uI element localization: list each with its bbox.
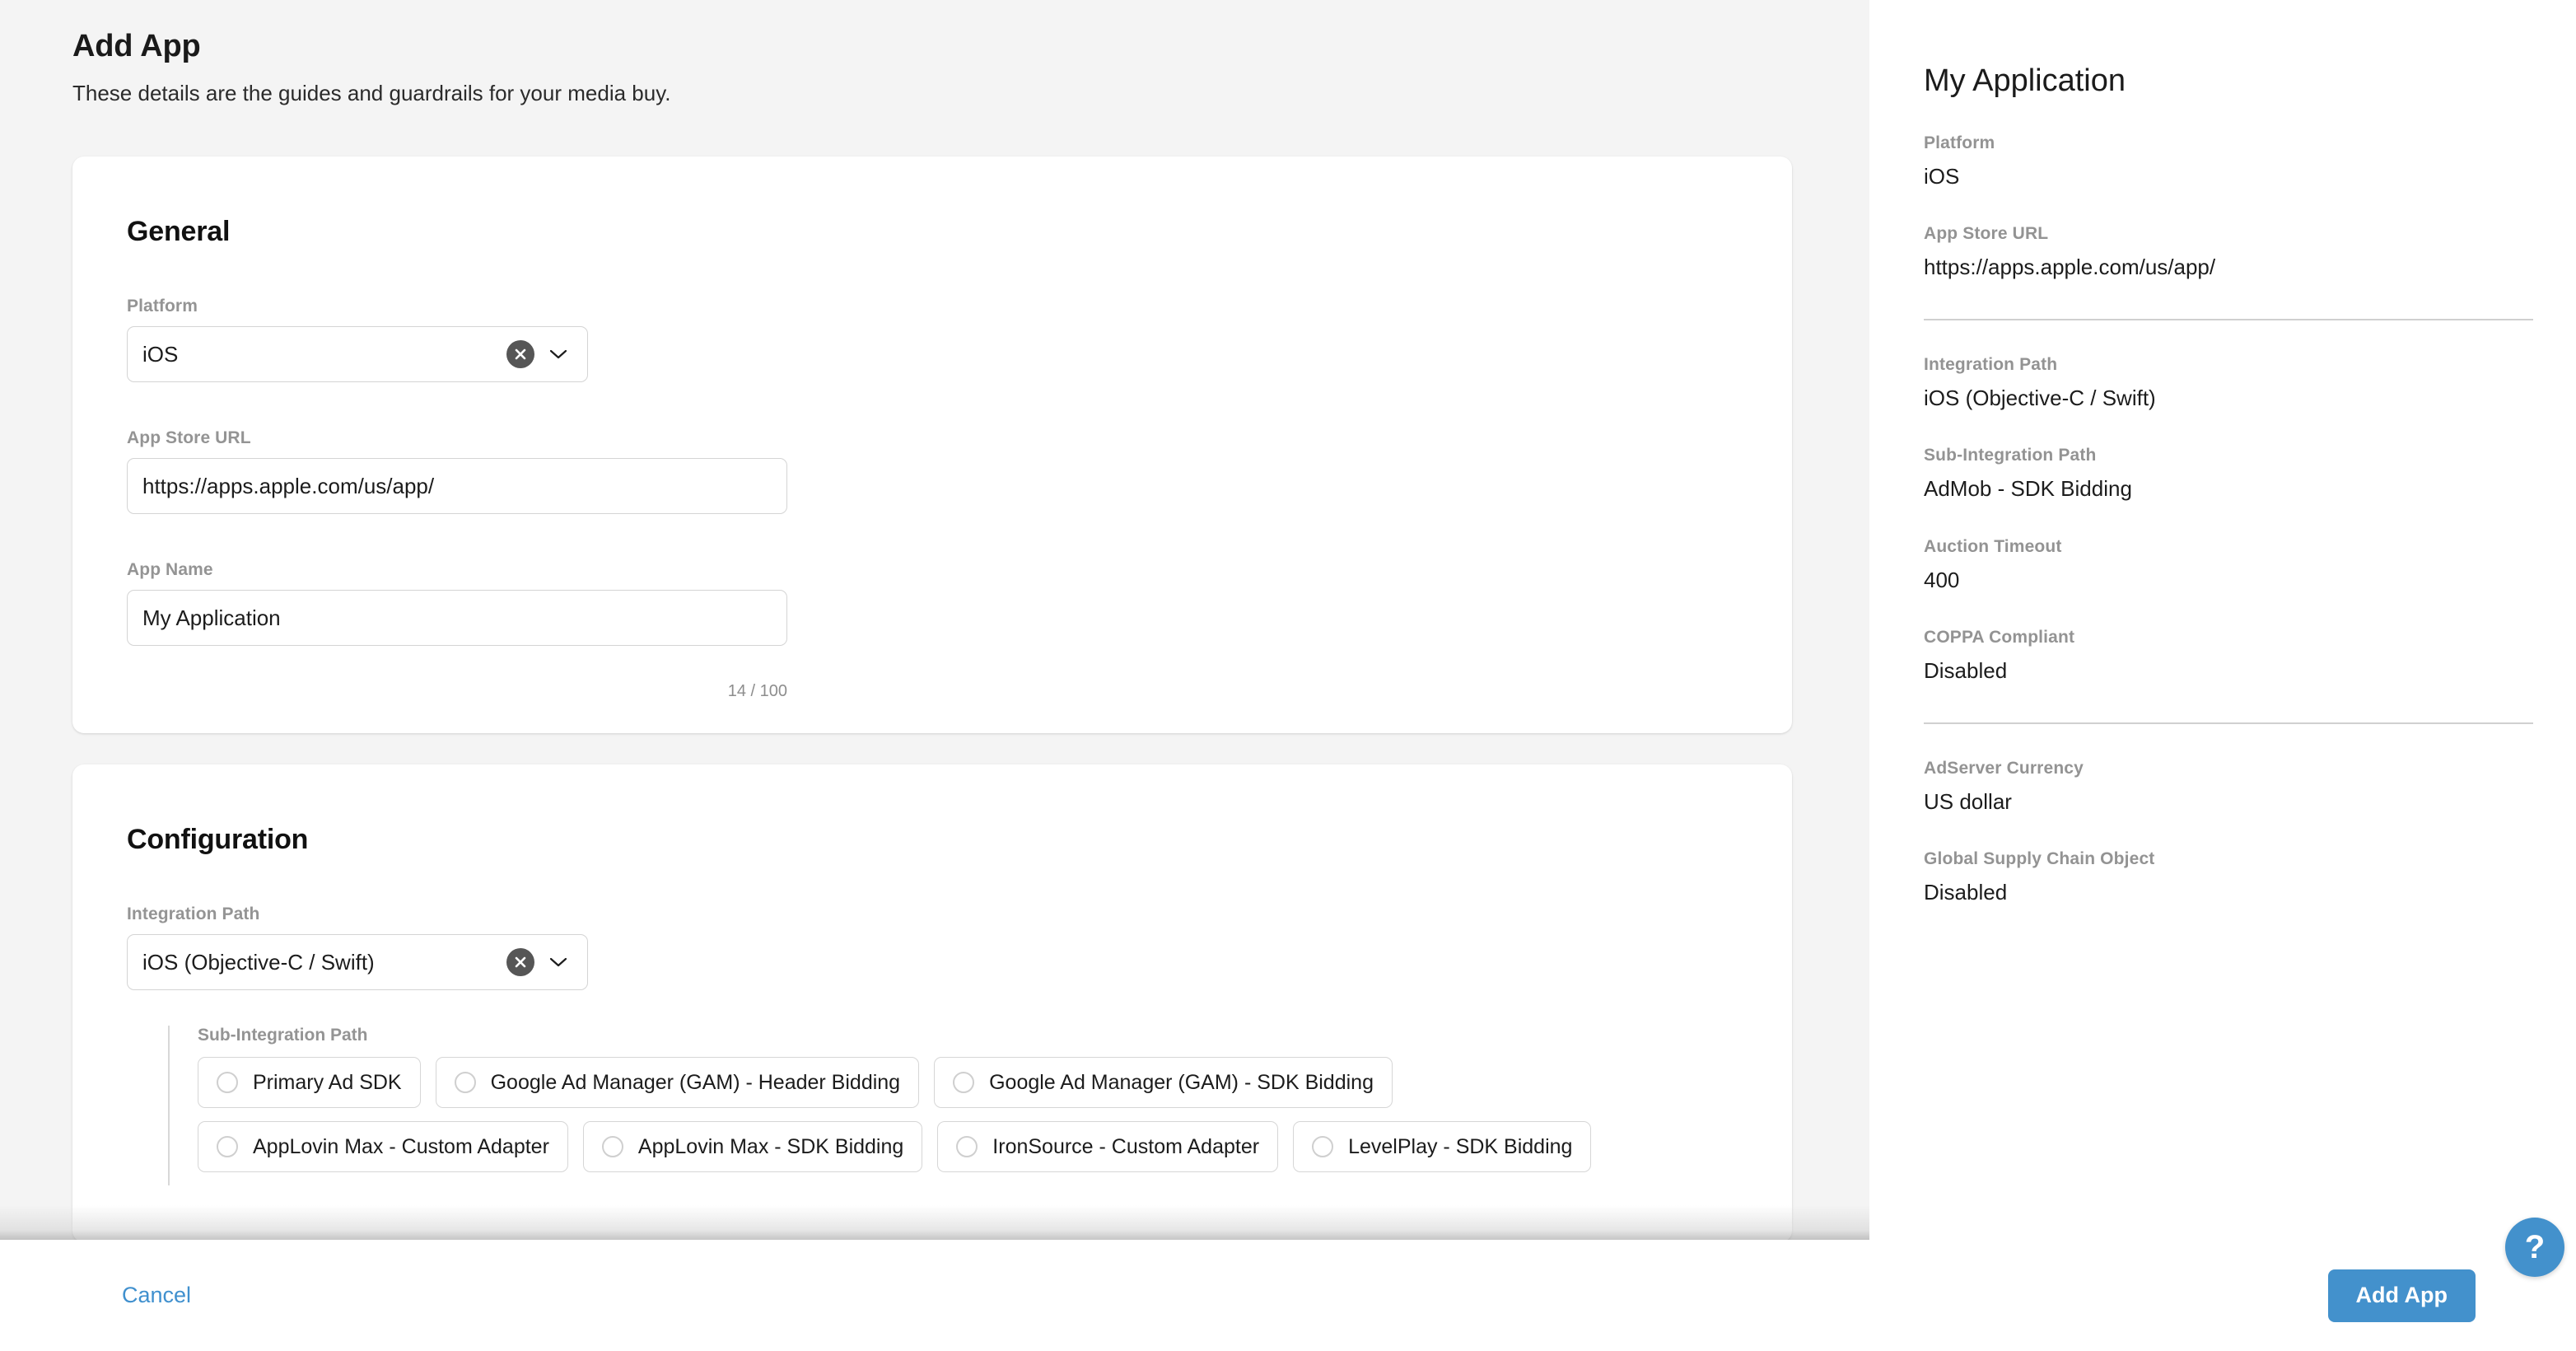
sub-integration-option-label: Google Ad Manager (GAM) - SDK Bidding — [989, 1070, 1374, 1094]
summary-item-value: iOS — [1924, 163, 1960, 189]
summary-item: Sub-Integration Path AdMob - SDK Bidding — [1924, 446, 2533, 503]
app-name-char-counter: 14 / 100 — [727, 682, 787, 700]
clear-circle-icon[interactable] — [506, 948, 534, 976]
summary-item: Auction Timeout 400 — [1924, 537, 2533, 594]
sub-integration-path-label: Sub-Integration Path — [198, 1026, 368, 1045]
radio-option-row: Primary Ad SDK Google Ad Manager (GAM) - … — [198, 1057, 1700, 1108]
radio-button-icon[interactable] — [454, 1072, 476, 1093]
radio-button-icon[interactable] — [1312, 1136, 1334, 1157]
app-name-input[interactable]: My Application — [127, 590, 787, 646]
general-card: General Platform iOS — [72, 157, 1792, 733]
app-store-url-label: App Store URL — [127, 428, 251, 447]
summary-item-value: 400 — [1924, 567, 1960, 592]
integration-path-value: iOS (Objective-C / Swift) — [142, 949, 375, 975]
sub-integration-option-label: AppLovin Max - SDK Bidding — [637, 1134, 904, 1158]
sub-integration-path-options: Primary Ad SDK Google Ad Manager (GAM) - … — [198, 1057, 1700, 1172]
question-mark-icon: ? — [2524, 1229, 2546, 1265]
integration-path-select[interactable]: iOS (Objective-C / Swift) — [127, 934, 588, 990]
summary-item-value: iOS (Objective-C / Swift) — [1924, 385, 2156, 410]
platform-label: Platform — [127, 297, 198, 316]
sub-integration-option-label: IronSource - Custom Adapter — [992, 1134, 1260, 1158]
sub-integration-option[interactable]: AppLovin Max - Custom Adapter — [198, 1121, 568, 1172]
sub-integration-option-label: LevelPlay - SDK Bidding — [1348, 1134, 1573, 1158]
app-store-url-input[interactable]: https://apps.apple.com/us/app/ — [127, 458, 787, 514]
sub-integration-option-label: AppLovin Max - Custom Adapter — [253, 1134, 549, 1158]
summary-item-label: AdServer Currency — [1924, 758, 2084, 778]
app-name-value: My Application — [142, 605, 281, 630]
general-section-title: General — [127, 216, 231, 247]
summary-item-label: Global Supply Chain Object — [1924, 849, 2155, 869]
scrollable-content-region[interactable]: Add App These details are the guides and… — [0, 0, 2576, 1240]
platform-value: iOS — [142, 341, 179, 367]
summary-item-label: Platform — [1924, 133, 1995, 152]
sub-integration-option[interactable]: Google Ad Manager (GAM) - Header Bidding — [435, 1057, 920, 1108]
summary-item-value: Disabled — [1924, 880, 2008, 905]
app-store-url-field: App Store URL https://apps.apple.com/us/… — [127, 428, 787, 514]
page-header: Add App These details are the guides and… — [72, 29, 671, 106]
radio-button-icon[interactable] — [217, 1072, 238, 1093]
page-subtitle: These details are the guides and guardra… — [72, 80, 671, 105]
summary-item-label: App Store URL — [1924, 224, 2049, 244]
chevron-down-icon[interactable] — [546, 342, 571, 367]
summary-item-value: US dollar — [1924, 788, 2012, 814]
add-app-button[interactable]: Add App — [2327, 1269, 2476, 1322]
summary-item-list: Platform iOS App Store URL https://apps.app… — [1924, 133, 2533, 906]
summary-item-value: https://apps.apple.com/us/app/ — [1924, 255, 2216, 280]
sub-integration-option-label: Primary Ad SDK — [253, 1070, 402, 1094]
radio-option-row: AppLovin Max - Custom Adapter AppLovin Ma… — [198, 1121, 1700, 1172]
summary-title: My Application — [1924, 63, 2126, 98]
platform-field: Platform iOS — [127, 297, 588, 382]
summary-item: Platform iOS — [1924, 133, 2533, 190]
sub-integration-option[interactable]: IronSource - Custom Adapter — [937, 1121, 1279, 1172]
summary-item-label: Sub-Integration Path — [1924, 446, 2097, 465]
summary-item-label: COPPA Compliant — [1924, 628, 2075, 647]
summary-item-value: Disabled — [1924, 658, 2008, 684]
radio-button-icon[interactable] — [953, 1072, 975, 1093]
page-title: Add App — [72, 29, 201, 63]
sub-integration-option[interactable]: Google Ad Manager (GAM) - SDK Bidding — [934, 1057, 1393, 1108]
cancel-button[interactable]: Cancel — [122, 1283, 192, 1307]
radio-button-icon[interactable] — [217, 1136, 238, 1157]
sub-integration-option[interactable]: LevelPlay - SDK Bidding — [1293, 1121, 1592, 1172]
clear-circle-icon[interactable] — [506, 340, 534, 368]
summary-item: COPPA Compliant Disabled — [1924, 628, 2533, 685]
summary-pane: My Application Platform iOS App Store URL h… — [1869, 0, 2576, 1240]
app-store-url-value: https://apps.apple.com/us/app/ — [142, 473, 435, 498]
summary-item: App Store URL https://apps.apple.com/us/a… — [1924, 224, 2533, 281]
integration-path-field: Integration Path iOS (Objective-C / Swif… — [127, 905, 588, 990]
chevron-down-icon[interactable] — [546, 950, 571, 975]
app-name-label: App Name — [127, 560, 213, 579]
footer-action-bar: Cancel Add App — [0, 1240, 2576, 1351]
summary-item-label: Integration Path — [1924, 354, 2058, 374]
platform-select[interactable]: iOS — [127, 326, 588, 382]
sub-integration-option[interactable]: AppLovin Max - SDK Bidding — [582, 1121, 923, 1172]
app-name-field: App Name My Application 14 / 100 — [127, 560, 787, 700]
summary-divider — [1924, 722, 2533, 724]
integration-path-label: Integration Path — [127, 905, 260, 923]
configuration-section-title: Configuration — [127, 824, 309, 855]
sub-integration-path-group: Sub-Integration Path Primary Ad SDK Googl… — [168, 1026, 1700, 1185]
radio-button-icon[interactable] — [956, 1136, 978, 1157]
summary-item: Global Supply Chain Object Disabled — [1924, 849, 2533, 906]
help-button[interactable]: ? — [2505, 1218, 2564, 1277]
sub-integration-option-label: Google Ad Manager (GAM) - Header Bidding — [490, 1070, 901, 1094]
sub-integration-option[interactable]: Primary Ad SDK — [198, 1057, 421, 1108]
radio-button-icon[interactable] — [601, 1136, 623, 1157]
form-pane: Add App These details are the guides and… — [0, 0, 1869, 1240]
summary-item: Integration Path iOS (Objective-C / Swift… — [1924, 355, 2533, 412]
summary-item: AdServer Currency US dollar — [1924, 759, 2533, 816]
summary-item-value: AdMob - SDK Bidding — [1924, 476, 2132, 502]
summary-item-label: Auction Timeout — [1924, 536, 2062, 556]
summary-content: My Application Platform iOS App Store URL h… — [1924, 0, 2533, 906]
summary-divider — [1924, 318, 2533, 320]
